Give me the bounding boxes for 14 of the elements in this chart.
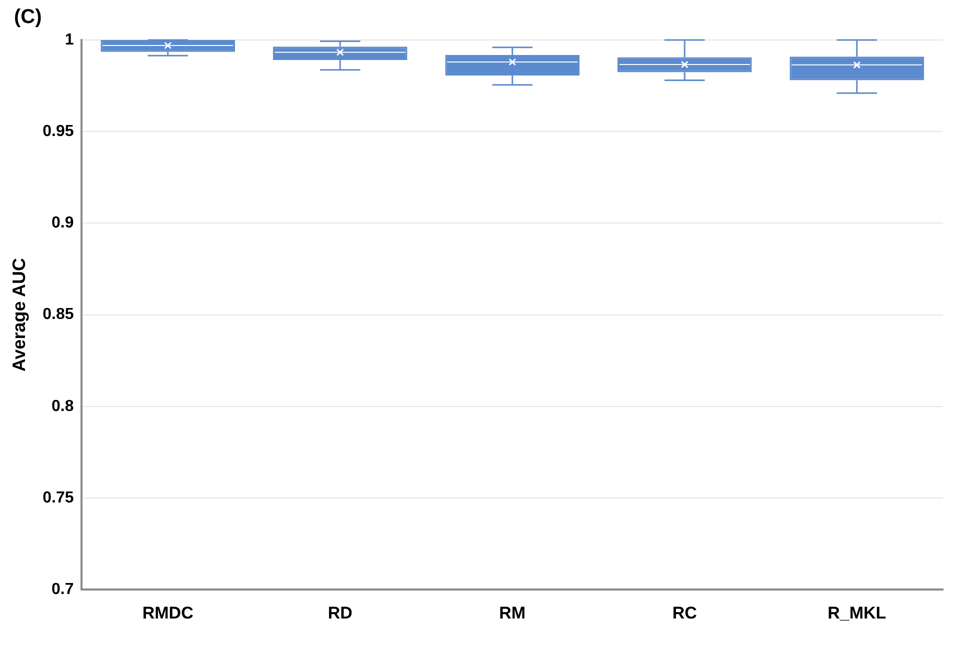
y-tick-label: 0.8 (51, 398, 74, 415)
x-tick-label: R_MKL (828, 603, 886, 622)
x-tick-label: RC (672, 603, 697, 622)
x-tick-label: RD (328, 603, 352, 622)
y-tick-label: 0.9 (51, 214, 74, 232)
y-axis-title: Average AUC (8, 258, 29, 372)
x-tick-label: RM (499, 603, 526, 622)
y-tick-label: 0.85 (42, 306, 74, 324)
chart-title: (C) (14, 6, 42, 29)
y-tick-label: 1 (64, 31, 74, 48)
y-tick-label: 0.95 (42, 123, 74, 140)
y-tick-label: 0.7 (51, 581, 74, 598)
x-tick-label: RMDC (142, 603, 194, 622)
y-tick-label: 0.75 (42, 489, 74, 506)
